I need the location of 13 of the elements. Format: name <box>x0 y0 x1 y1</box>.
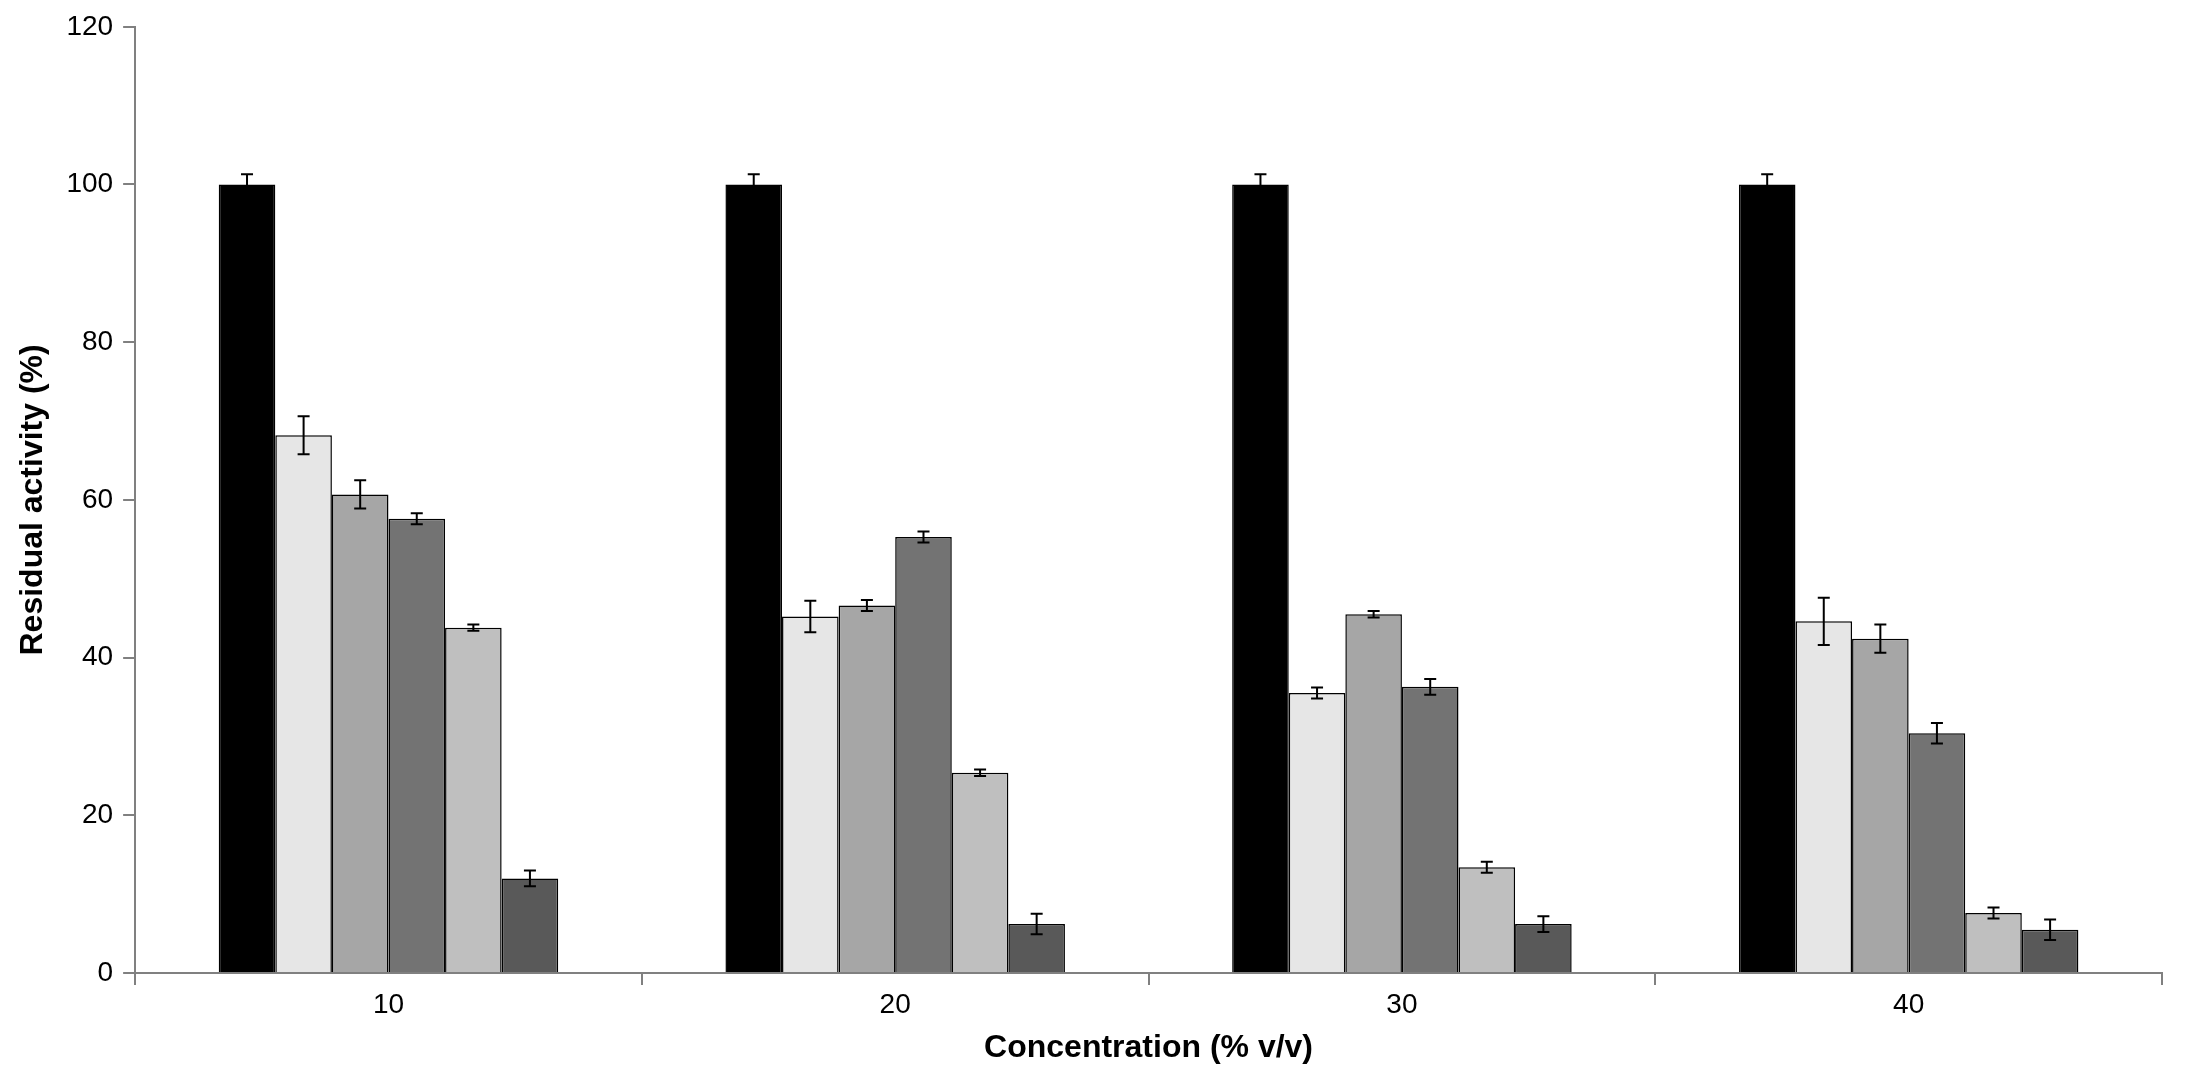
y-tick-label: 60 <box>81 482 114 514</box>
x-tick-label: 10 <box>372 987 405 1019</box>
y-tick-label: 0 <box>97 955 114 987</box>
x-tick-label: 20 <box>879 987 911 1019</box>
x-axis-title: Concentration (% v/v) <box>984 1027 1314 1064</box>
y-tick-label: 100 <box>66 167 114 199</box>
x-tick-label: 40 <box>1893 987 1925 1019</box>
y-tick-label: 20 <box>81 798 114 830</box>
y-tick-label: 120 <box>66 9 114 41</box>
x-tick-label: 30 <box>1386 987 1418 1019</box>
y-tick-label: 80 <box>81 324 114 356</box>
y-axis-title: Residual activity (%) <box>13 344 50 656</box>
y-tick-label: 40 <box>81 640 114 672</box>
